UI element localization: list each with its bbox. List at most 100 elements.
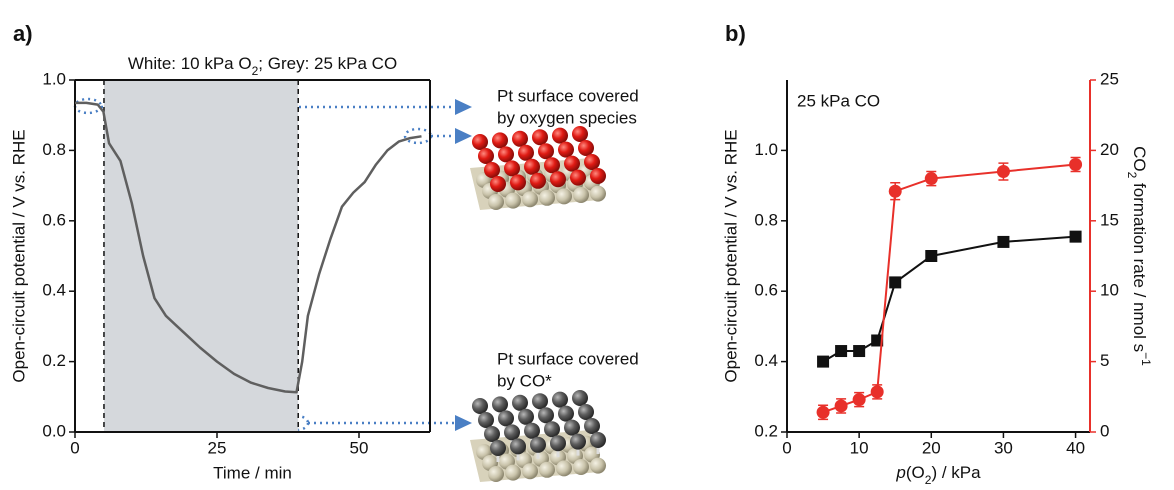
annotation-part: ; Grey: 25 kPa CO xyxy=(258,54,397,73)
x-tick-label: 40 xyxy=(1066,438,1085,457)
pt-atom xyxy=(505,464,521,481)
adsorbate xyxy=(552,391,568,408)
data-point xyxy=(925,250,938,262)
adsorbate xyxy=(578,404,594,420)
x-axis-label-part: ) / kPa xyxy=(931,463,981,482)
adsorbate xyxy=(590,168,606,184)
annotation-part: 2 xyxy=(252,64,259,78)
pt-atom xyxy=(488,194,504,210)
adsorbate xyxy=(532,393,548,410)
pt-atom xyxy=(522,463,538,480)
adsorbate xyxy=(572,390,588,406)
highlight-circle xyxy=(73,97,103,115)
pt-atom xyxy=(539,189,555,206)
x-tick-label: 30 xyxy=(994,438,1013,457)
y-tick-label: 1.0 xyxy=(42,69,66,88)
adsorbate xyxy=(550,171,566,188)
adsorbate xyxy=(558,405,574,422)
adsorbate xyxy=(552,127,568,144)
pt-atom xyxy=(590,185,606,202)
adsorbate xyxy=(504,424,520,441)
x-tick-label: 20 xyxy=(922,438,941,457)
adsorbate xyxy=(590,432,606,448)
data-point xyxy=(870,385,884,399)
adsorbate xyxy=(558,141,574,158)
data-point xyxy=(924,172,938,186)
adsorbate xyxy=(484,426,500,442)
callout-label: Pt surface covered xyxy=(497,86,639,105)
x-tick-label: 0 xyxy=(70,438,79,457)
data-point xyxy=(835,345,848,358)
y-axis-label: Open-circuit potential / V vs. RHE xyxy=(9,129,28,382)
adsorbate xyxy=(518,408,534,425)
arrowheads xyxy=(455,99,472,431)
adsorbate xyxy=(564,419,580,436)
data-point xyxy=(1069,230,1082,243)
y2-tick-label: 20 xyxy=(1100,140,1119,159)
data-point xyxy=(888,184,902,198)
adsorbate xyxy=(498,410,514,427)
adsorbate xyxy=(572,126,588,142)
adsorbate xyxy=(544,157,560,174)
adsorbate xyxy=(538,407,554,424)
x-tick-label: 25 xyxy=(208,438,227,457)
data-point xyxy=(817,355,830,368)
adsorbate xyxy=(510,174,526,191)
y2-tick-label: 0 xyxy=(1100,421,1109,440)
adsorbate xyxy=(584,418,600,434)
data-point xyxy=(852,393,866,407)
y2-tick-label: 25 xyxy=(1100,69,1119,88)
y-tick-label: 0.0 xyxy=(42,421,66,440)
adsorbate xyxy=(584,154,600,170)
data-point xyxy=(889,276,902,289)
adsorbate xyxy=(510,438,526,455)
adsorbate xyxy=(478,412,494,428)
series-line xyxy=(822,163,1076,414)
y2-tick-label: 15 xyxy=(1100,210,1119,229)
arrowhead xyxy=(455,99,472,115)
adsorbate xyxy=(538,143,554,160)
y-tick-label: 0.8 xyxy=(42,140,66,159)
adsorbate xyxy=(492,132,508,149)
annotation: 25 kPa CO xyxy=(797,91,880,110)
adsorbate xyxy=(518,144,534,161)
y-tick-label: 0.8 xyxy=(754,210,778,229)
pt-atom xyxy=(590,457,606,474)
pt-atom xyxy=(556,188,572,205)
adsorbate xyxy=(512,130,528,147)
pt-atom xyxy=(505,192,521,209)
y2-axis-label-part: 2 xyxy=(1125,172,1139,179)
y-tick-label: 0.2 xyxy=(754,421,778,440)
y-tick-label: 0.6 xyxy=(754,281,778,300)
panel-label: b) xyxy=(725,21,746,46)
data-line xyxy=(75,101,422,394)
adsorbate xyxy=(512,394,528,411)
adsorbate xyxy=(478,148,494,164)
series-line xyxy=(822,235,1076,363)
y-tick-label: 0.4 xyxy=(754,351,778,370)
adsorbate xyxy=(578,140,594,156)
x-tick-label: 0 xyxy=(782,438,791,457)
y2-tick-label: 5 xyxy=(1100,351,1109,370)
pt-atom xyxy=(488,466,504,482)
adsorbate xyxy=(524,158,540,175)
panel-label: a) xyxy=(13,21,33,46)
y-tick-label: 0.2 xyxy=(42,351,66,370)
y2-axis-label: CO2 formation rate / nmol s−1 xyxy=(1125,146,1153,366)
x-axis-label: Time / min xyxy=(213,463,292,482)
adsorbate xyxy=(490,176,506,192)
arrowhead xyxy=(455,128,472,144)
y-axis-label: Open-circuit potential / V vs. RHE xyxy=(721,129,740,382)
adsorbate xyxy=(484,162,500,178)
adsorbate xyxy=(530,172,546,189)
y-tick-label: 0.4 xyxy=(42,281,66,300)
arrowhead xyxy=(455,415,472,431)
y2-axis-label-part: formation rate / nmol s xyxy=(1130,178,1149,352)
y-tick-label: 0.6 xyxy=(42,210,66,229)
pt-atom xyxy=(573,459,589,475)
x-tick-label: 50 xyxy=(350,438,369,457)
data-point xyxy=(996,165,1010,179)
data-point xyxy=(853,345,866,358)
x-axis-label-part: p xyxy=(895,463,905,482)
